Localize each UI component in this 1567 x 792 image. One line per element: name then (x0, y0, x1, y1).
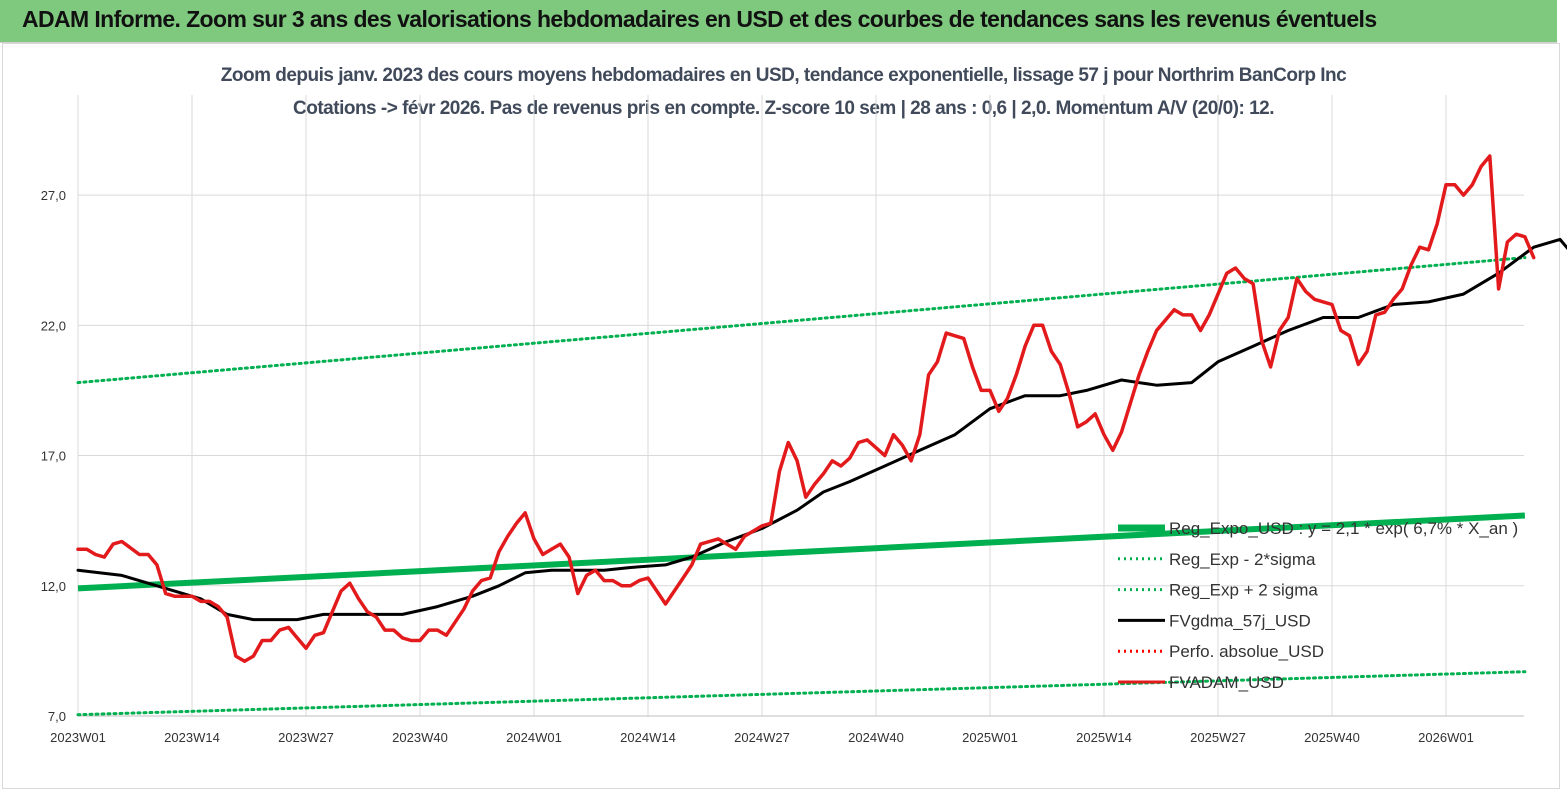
x-tick-label: 2025W01 (962, 730, 1018, 745)
legend-label: FVgdma_57j_USD (1169, 611, 1311, 630)
x-tick-label: 2024W27 (734, 730, 790, 745)
chart-frame (2, 43, 1560, 789)
series-line-5 (76, 154, 1536, 664)
x-tick-label: 2024W14 (620, 730, 676, 745)
y-tick-label: 12,0 (41, 579, 66, 594)
x-tick-label: 2026W01 (1418, 730, 1474, 745)
legend-label: Reg_Exp - 2*sigma (1169, 550, 1316, 569)
chart-title: Zoom depuis janv. 2023 des cours moyens … (220, 65, 1347, 86)
chart-subtitle: Cotations -> févr 2026. Pas de revenus p… (293, 98, 1274, 119)
y-tick-label: 22,0 (41, 318, 66, 333)
legend-label: FVADAM_USD (1169, 673, 1284, 692)
x-tick-label: 2023W01 (50, 730, 106, 745)
report-title: ADAM Informe. Zoom sur 3 ans des valoris… (22, 6, 1377, 32)
legend-label: Perfo. absolue_USD (1169, 642, 1324, 661)
series-line-0 (77, 512, 1526, 592)
legend-label: Reg_Exp + 2 sigma (1169, 581, 1318, 600)
report-banner: ADAM Informe. Zoom sur 3 ans des valoris… (0, 0, 1557, 43)
x-tick-label: 2024W40 (848, 730, 904, 745)
x-tick-label: 2024W01 (506, 730, 562, 745)
legend-label: Reg_Expo_USD : y = 2,1 * exp( 6,7% * X_a… (1169, 519, 1518, 538)
x-tick-label: 2025W40 (1304, 730, 1360, 745)
x-tick-label: 2023W40 (392, 730, 448, 745)
x-tick-label: 2023W14 (164, 730, 220, 745)
series-line-3 (76, 237, 1567, 622)
series-line-2 (76, 256, 1527, 385)
chart-axes: 7,0 12,0 17,0 22,0 27,0 2023W01 2023W14 2023W27… (41, 188, 1524, 745)
x-tick-label: 2023W27 (278, 730, 334, 745)
x-tick-label: 2025W14 (1076, 730, 1132, 745)
chart-legend: Reg_Expo_USD : y = 2,1 * exp( 6,7% * X_a… (1118, 519, 1518, 692)
x-tick-label: 2025W27 (1190, 730, 1246, 745)
y-tick-label: 7,0 (48, 709, 66, 724)
y-tick-label: 17,0 (41, 449, 66, 464)
chart-series (76, 154, 1567, 717)
series-line-1 (76, 670, 1527, 717)
y-tick-label: 27,0 (41, 188, 66, 203)
